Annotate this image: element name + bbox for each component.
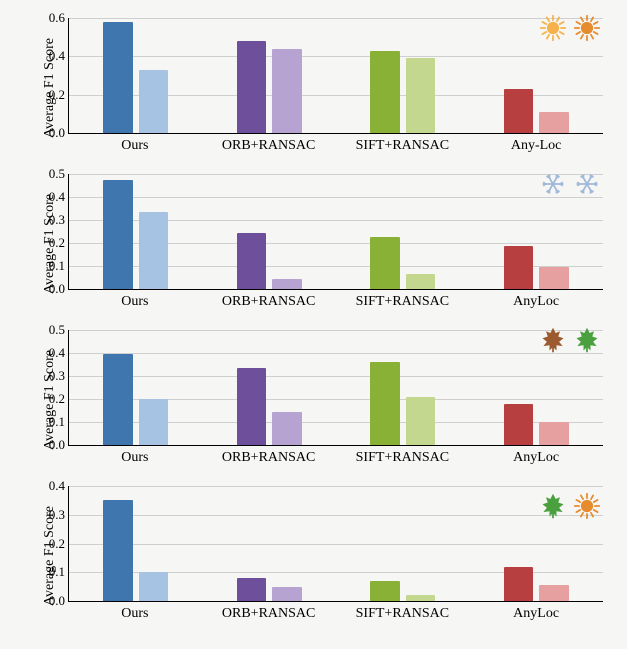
x-axis-labels: Ours ORB+RANSAC SIFT+RANSAC AnyLoc — [68, 450, 603, 470]
x-tick-label: ORB+RANSAC — [222, 606, 315, 622]
bar — [406, 397, 435, 445]
maple-icon — [539, 326, 567, 359]
bar — [406, 595, 435, 601]
chart-figure: Average F1 Score0.00.20.40.6OursORB+RANS… — [0, 0, 627, 649]
bar — [139, 70, 168, 133]
y-tick-label: 0.3 — [35, 212, 65, 228]
bar — [539, 112, 568, 133]
x-tick-label: ORB+RANSAC — [222, 450, 315, 466]
chart-panel-1: Average F1 Score0.00.10.20.30.40.5OursOR… — [8, 168, 609, 320]
bar — [272, 279, 301, 289]
bars-layer — [69, 486, 603, 601]
bar — [237, 41, 266, 133]
y-tick-label: 0.1 — [35, 414, 65, 430]
bar — [237, 233, 266, 289]
bar — [504, 567, 533, 602]
bar — [103, 180, 132, 289]
y-tick-label: 0.3 — [35, 507, 65, 523]
y-tick-label: 0.5 — [35, 322, 65, 338]
season-icons — [539, 492, 601, 525]
x-tick-label: SIFT+RANSAC — [356, 450, 449, 466]
bar — [370, 51, 399, 133]
y-tick-label: 0.2 — [35, 87, 65, 103]
snow-icon — [573, 170, 601, 203]
bar — [539, 585, 568, 601]
bar — [370, 581, 399, 601]
season-icons — [539, 14, 601, 47]
x-tick-label: SIFT+RANSAC — [356, 138, 449, 154]
plot-area: 0.00.10.20.30.40.5 — [68, 330, 603, 446]
sun-icon — [539, 14, 567, 47]
bar — [272, 49, 301, 133]
y-tick-label: 0.0 — [35, 593, 65, 609]
y-tick-label: 0.2 — [35, 536, 65, 552]
bar — [139, 212, 168, 289]
bar — [103, 500, 132, 601]
x-tick-label: ORB+RANSAC — [222, 138, 315, 154]
sun-icon — [573, 14, 601, 47]
x-tick-label: Ours — [121, 606, 148, 622]
y-tick-label: 0.1 — [35, 564, 65, 580]
x-tick-label: Ours — [121, 450, 148, 466]
x-tick-label: SIFT+RANSAC — [356, 606, 449, 622]
chart-panel-2: Average F1 Score0.00.10.20.30.40.5OursOR… — [8, 324, 609, 476]
y-tick-label: 0.2 — [35, 235, 65, 251]
bar — [237, 368, 266, 445]
x-tick-label: AnyLoc — [513, 450, 559, 466]
x-axis-labels: Ours ORB+RANSAC SIFT+RANSAC AnyLoc — [68, 606, 603, 626]
y-tick-label: 0.2 — [35, 391, 65, 407]
bar — [272, 412, 301, 445]
x-axis-labels: Ours ORB+RANSAC SIFT+RANSAC Any-Loc — [68, 138, 603, 158]
season-icons — [539, 170, 601, 203]
bar — [139, 572, 168, 601]
y-tick-label: 0.4 — [35, 189, 65, 205]
x-tick-label: Ours — [121, 294, 148, 310]
plot-area: 0.00.10.20.30.40.5 — [68, 174, 603, 290]
x-tick-label: Ours — [121, 138, 148, 154]
chart-panel-3: Average F1 Score0.00.10.20.30.4OursORB+R… — [8, 480, 609, 632]
bar — [539, 267, 568, 289]
plot-area: 0.00.20.40.6 — [68, 18, 603, 134]
x-tick-label: SIFT+RANSAC — [356, 294, 449, 310]
y-tick-label: 0.4 — [35, 478, 65, 494]
chart-panel-0: Average F1 Score0.00.20.40.6OursORB+RANS… — [8, 12, 609, 164]
season-icons — [539, 326, 601, 359]
y-tick-label: 0.4 — [35, 345, 65, 361]
snow-icon — [539, 170, 567, 203]
y-tick-label: 0.4 — [35, 48, 65, 64]
y-tick-label: 0.5 — [35, 166, 65, 182]
plot-area: 0.00.10.20.30.4 — [68, 486, 603, 602]
bar — [539, 422, 568, 445]
maple-icon — [573, 326, 601, 359]
bar — [406, 274, 435, 289]
y-tick-label: 0.0 — [35, 125, 65, 141]
y-tick-label: 0.0 — [35, 437, 65, 453]
bar — [504, 404, 533, 445]
bars-layer — [69, 18, 603, 133]
bars-layer — [69, 174, 603, 289]
y-tick-label: 0.1 — [35, 258, 65, 274]
bar — [406, 58, 435, 133]
bar — [370, 237, 399, 289]
y-tick-label: 0.0 — [35, 281, 65, 297]
bars-layer — [69, 330, 603, 445]
bar — [139, 399, 168, 445]
x-tick-label: ORB+RANSAC — [222, 294, 315, 310]
x-axis-labels: Ours ORB+RANSAC SIFT+RANSAC AnyLoc — [68, 294, 603, 314]
bar — [103, 22, 132, 133]
bar — [504, 89, 533, 133]
y-tick-label: 0.3 — [35, 368, 65, 384]
bar — [272, 587, 301, 601]
x-tick-label: AnyLoc — [513, 606, 559, 622]
bar — [504, 246, 533, 289]
bar — [103, 354, 132, 445]
x-tick-label: AnyLoc — [513, 294, 559, 310]
sun-icon — [573, 492, 601, 525]
bar — [370, 362, 399, 445]
x-tick-label: Any-Loc — [511, 138, 562, 154]
bar — [237, 578, 266, 601]
y-tick-label: 0.6 — [35, 10, 65, 26]
maple-icon — [539, 492, 567, 525]
